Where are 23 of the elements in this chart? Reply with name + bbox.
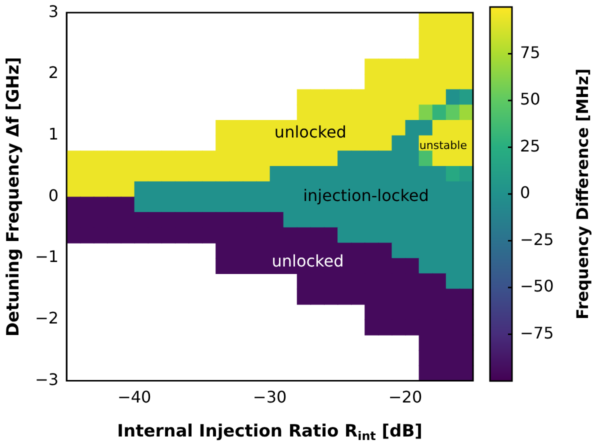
annotation: unstable <box>419 139 468 152</box>
y-tick-label: −3 <box>34 370 59 389</box>
y-tick-label: 0 <box>48 186 59 205</box>
y-tick-label: 2 <box>48 63 59 82</box>
x-tick-label: −20 <box>388 388 422 407</box>
color-bar-label: −50 <box>520 276 554 296</box>
annotation: unlocked <box>272 252 344 271</box>
color-bar-title: Frequency Difference [MHz] <box>573 68 592 320</box>
y-tick-label: 1 <box>48 124 59 144</box>
color-bar-label: −75 <box>520 323 554 342</box>
color-bar-label: 0 <box>520 183 530 202</box>
color-bar-label: 25 <box>520 136 540 156</box>
y-tick-label: −2 <box>34 308 59 328</box>
y-tick-label: −1 <box>34 247 59 266</box>
y-tick-label: 3 <box>48 2 59 21</box>
y-axis-title: Detuning Frequency Δf [GHz] <box>3 56 24 336</box>
x-tick-label: −40 <box>117 388 152 407</box>
color-bar-label: 75 <box>520 42 540 62</box>
annotation: injection-locked <box>303 186 429 205</box>
color-bar-label: −25 <box>520 230 554 249</box>
x-tick-label: −30 <box>252 388 287 407</box>
color-bar-label: 50 <box>520 90 540 109</box>
annotation: unlocked <box>274 122 346 142</box>
